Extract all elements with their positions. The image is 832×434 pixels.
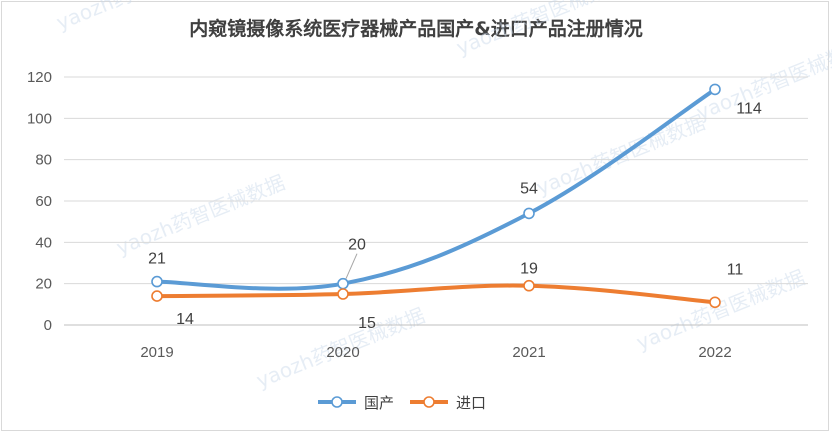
- series-line-0: [155, 87, 717, 291]
- legend-item: 进口: [410, 394, 486, 412]
- data-label: 15: [358, 315, 376, 332]
- series-layer: [151, 83, 721, 309]
- data-point: [151, 275, 163, 288]
- data-point: [709, 83, 721, 96]
- data-label: 11: [727, 261, 744, 278]
- x-tick-label: 2019: [140, 344, 173, 361]
- data-point: [523, 279, 535, 292]
- y-tick-label: 120: [27, 69, 52, 86]
- x-tick-label: 2022: [698, 344, 731, 361]
- legend-marker: [331, 396, 343, 408]
- series-line-1: [155, 283, 717, 305]
- y-tick-label: 60: [35, 193, 52, 210]
- y-tick-label: 0: [44, 317, 52, 334]
- legend-label: 国产: [364, 394, 394, 412]
- data-point: [337, 277, 349, 290]
- legend-marker: [423, 396, 435, 408]
- watermark-layer: yaozh药智医械数据 yaozh药智医械数据 yaozh药智医械数据 yaozh药智…: [53, 0, 832, 393]
- data-point: [337, 288, 349, 300]
- data-label: 114: [736, 100, 762, 117]
- watermark-text: yaozh药智医械数据: [53, 0, 228, 35]
- data-label: 54: [520, 180, 538, 197]
- legend: 国产 进口: [318, 394, 486, 412]
- x-tick-label: 2021: [512, 344, 545, 361]
- leader-line: [345, 253, 358, 279]
- data-point: [151, 290, 163, 302]
- y-axis-ticks: 0 20 40 60 80 100 120: [27, 69, 52, 334]
- data-label: 21: [148, 251, 166, 268]
- data-label: 20: [348, 237, 366, 254]
- x-tick-label: 2020: [326, 344, 359, 361]
- watermark-text: yaozh药智医械数据: [113, 170, 288, 260]
- watermark-text: yaozh药智医械数据: [633, 265, 808, 355]
- chart-title: 内窥镜摄像系统医疗器械产品国产&进口产品注册情况: [189, 18, 643, 40]
- data-label: 19: [520, 261, 538, 278]
- watermark-text: yaozh药智医械数据: [453, 0, 628, 60]
- watermark-text: yaozh药智医械数据: [693, 35, 832, 125]
- y-tick-label: 20: [35, 276, 52, 293]
- data-point: [523, 207, 535, 220]
- legend-label: 进口: [456, 394, 486, 412]
- data-labels: 21 20 54 114 14 15 19 11: [148, 100, 762, 332]
- y-tick-label: 40: [35, 234, 52, 251]
- x-axis-ticks: 2019 2020 2021 2022: [140, 344, 731, 361]
- legend-item: 国产: [318, 394, 394, 412]
- data-label: 14: [176, 311, 194, 328]
- y-tick-label: 100: [27, 110, 52, 127]
- y-tick-label: 80: [35, 152, 52, 169]
- data-point: [709, 296, 721, 309]
